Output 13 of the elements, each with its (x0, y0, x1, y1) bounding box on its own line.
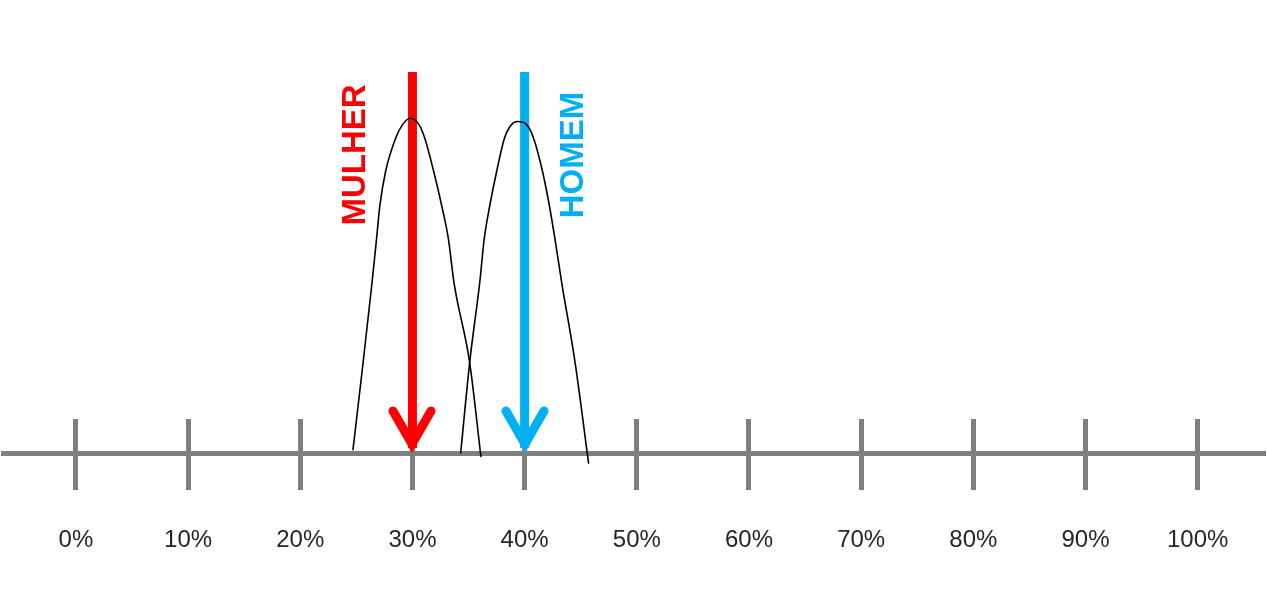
x-tick-label: 80% (949, 525, 998, 553)
x-tick-label: 40% (500, 525, 549, 553)
x-tick-label: 70% (837, 525, 886, 553)
x-tick-label: 0% (58, 525, 94, 553)
x-tick-label: 20% (276, 525, 325, 553)
x-tick-label: 100% (1167, 525, 1229, 553)
ref-line-label: MULHER (335, 84, 373, 226)
x-tick-label: 50% (612, 525, 661, 553)
x-tick-label: 60% (724, 525, 774, 553)
ref-line-label: HOMEM (552, 91, 590, 219)
x-tick-label: 30% (388, 525, 437, 553)
x-tick-label: 10% (164, 525, 213, 553)
x-tick-label: 90% (1061, 525, 1110, 553)
